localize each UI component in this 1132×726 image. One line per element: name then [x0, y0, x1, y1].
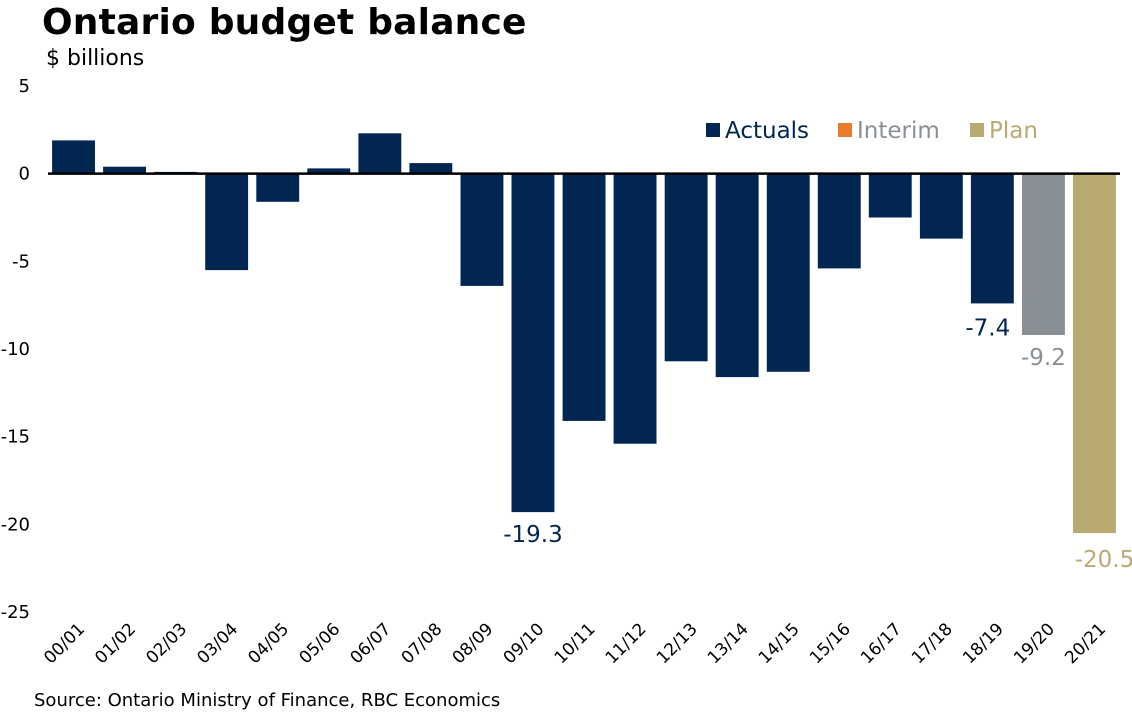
bars	[52, 133, 1116, 534]
x-tick-label: 03/04	[193, 619, 242, 668]
x-tick-label: 00/01	[40, 619, 89, 668]
x-tick-label: 06/07	[347, 619, 396, 668]
bar-19-20	[1022, 173, 1065, 335]
data-label: -7.4	[965, 315, 1010, 341]
y-tick-label: -25	[1, 602, 30, 623]
x-tick-label: 05/06	[296, 619, 345, 668]
bar-05-06	[307, 168, 351, 174]
chart-subtitle: $ billions	[46, 46, 145, 71]
legend-swatch-actuals	[706, 123, 720, 137]
x-tick-label: 11/12	[602, 619, 651, 668]
bar-12-13	[664, 173, 708, 362]
x-tick-label: 16/17	[857, 619, 906, 668]
x-tick-label: 02/03	[142, 619, 191, 668]
x-axis-ticks: 00/01 01/02 02/03 03/04 04/05 05/06 06/07 07/08…	[40, 619, 1110, 668]
x-tick-label: 04/05	[244, 619, 293, 668]
data-labels: -19.3 -7.4 -9.2 -20.5	[503, 315, 1132, 573]
x-tick-label: 08/09	[449, 619, 498, 668]
legend-label-actuals: Actuals	[725, 118, 809, 144]
x-tick-label: 12/13	[653, 619, 702, 668]
legend-label-plan: Plan	[989, 118, 1038, 144]
x-tick-label: 17/18	[908, 619, 957, 668]
data-label: -20.5	[1075, 547, 1132, 573]
source-note: Source: Ontario Ministry of Finance, RBC…	[34, 690, 501, 711]
bar-09-10	[511, 173, 555, 513]
x-tick-label: 13/14	[704, 619, 753, 668]
bar-00-01	[52, 140, 95, 174]
y-tick-label: -20	[1, 514, 30, 535]
bar-17-18	[919, 173, 963, 239]
y-tick-label: -5	[12, 251, 30, 272]
data-label: -19.3	[503, 522, 563, 548]
bar-11-12	[613, 173, 657, 444]
x-tick-label: 19/20	[1010, 619, 1059, 668]
x-tick-label: 09/10	[500, 619, 549, 668]
bar-06-07	[358, 133, 402, 174]
x-tick-label: 18/19	[959, 619, 1008, 668]
bar-10-11	[562, 173, 606, 421]
x-tick-label: 15/16	[806, 619, 855, 668]
y-tick-label: 0	[19, 164, 30, 185]
y-tick-label: 5	[19, 76, 30, 97]
y-tick-label: -10	[1, 339, 30, 360]
bar-04-05	[256, 173, 300, 202]
y-tick-label: -15	[1, 427, 30, 448]
legend: Actuals Interim Plan	[706, 118, 1038, 144]
bar-18-19	[970, 173, 1014, 304]
x-tick-label: 07/08	[398, 619, 447, 668]
bar-03-04	[205, 173, 249, 271]
chart-title: Ontario budget balance	[42, 2, 527, 43]
legend-label-interim: Interim	[857, 118, 940, 144]
legend-swatch-plan	[970, 123, 984, 137]
bar-16-17	[868, 173, 912, 218]
x-tick-label: 01/02	[91, 619, 140, 668]
y-axis-ticks: 5 0 -5 -10 -15 -20 -25	[1, 76, 30, 623]
bar-20-21	[1073, 173, 1116, 534]
bar-01-02	[103, 166, 146, 174]
x-tick-label: 14/15	[755, 619, 804, 668]
bar-08-09	[460, 173, 504, 286]
bar-13-14	[715, 173, 759, 378]
legend-swatch-interim	[838, 123, 852, 137]
x-tick-label: 20/21	[1061, 619, 1110, 668]
bar-07-08	[409, 163, 453, 174]
bar-14-15	[766, 173, 810, 372]
x-tick-label: 10/11	[551, 619, 600, 668]
data-label: -9.2	[1021, 345, 1066, 371]
bar-15-16	[817, 173, 861, 269]
